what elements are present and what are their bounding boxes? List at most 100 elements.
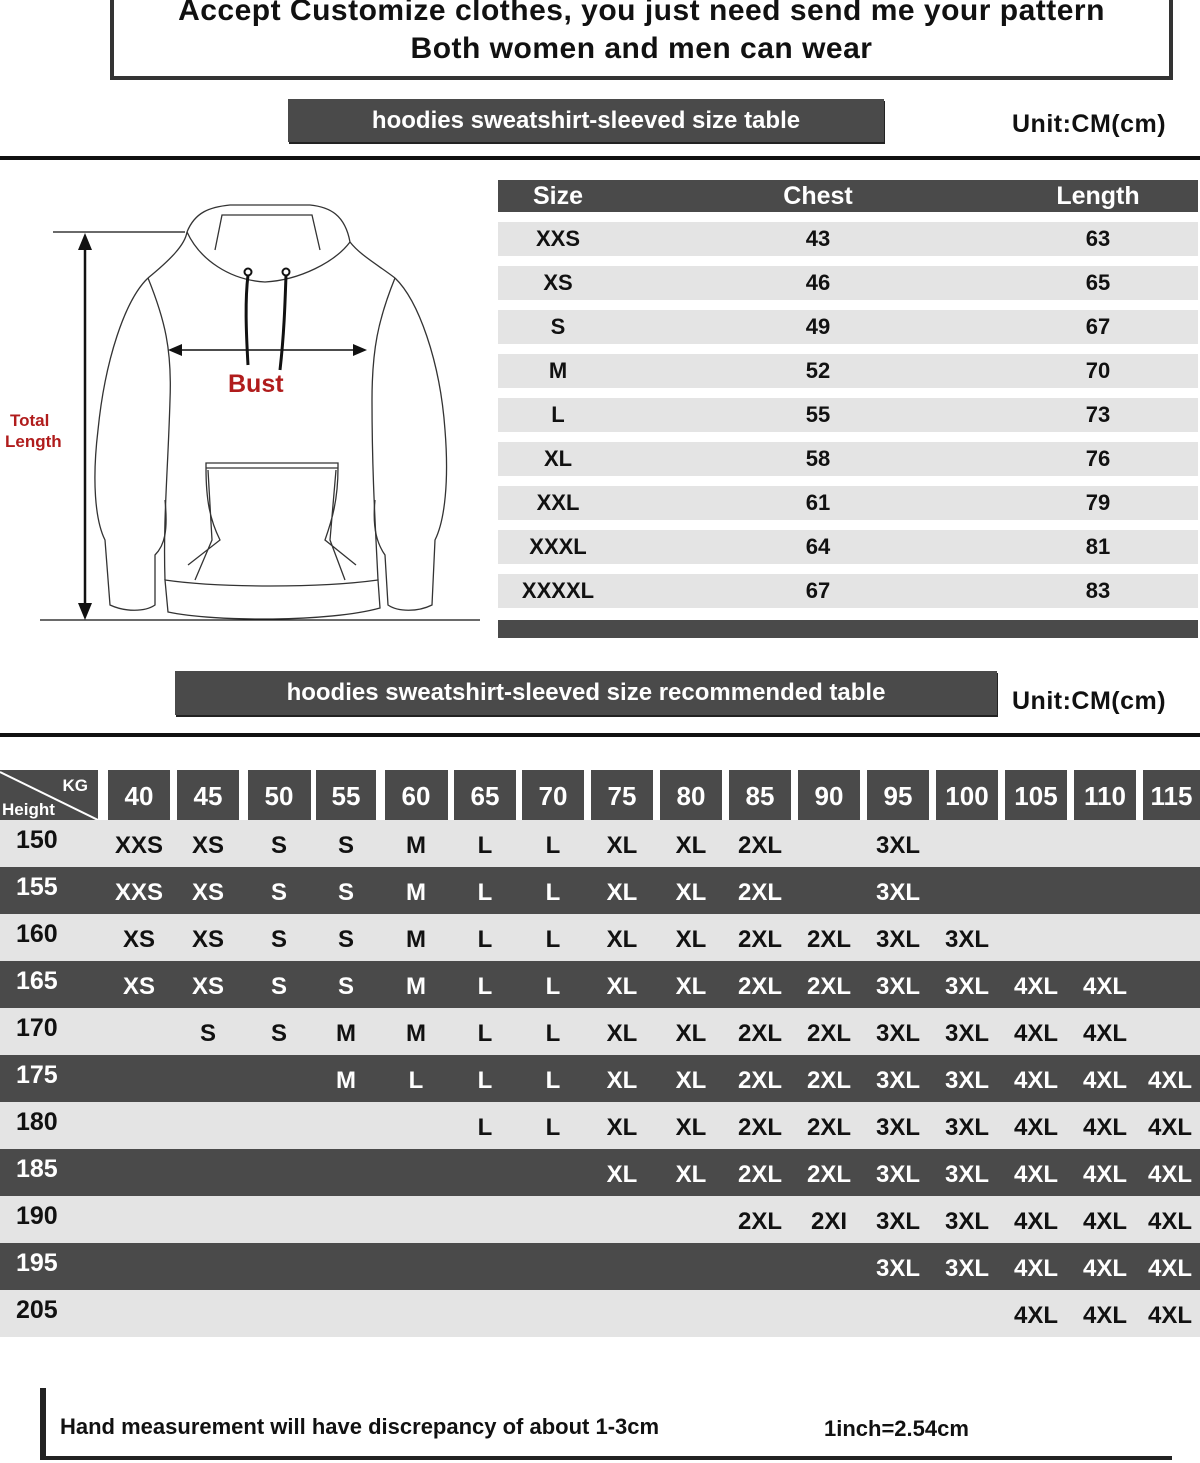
size-cell: S xyxy=(550,314,566,339)
size-cell: 2XL xyxy=(737,879,782,906)
length-cell: 73 xyxy=(1085,402,1111,427)
size-cell: L xyxy=(545,973,561,1000)
size-cell: 2XL xyxy=(737,832,782,859)
size-cell: 2XL xyxy=(806,1114,851,1141)
size-cell: 2XL xyxy=(737,926,782,953)
length-cell: 70 xyxy=(1085,358,1111,383)
chest-cell: 52 xyxy=(805,358,831,383)
size-cell: XXL xyxy=(536,490,580,515)
size-cell: 3XL xyxy=(875,1255,920,1282)
weight-header: 75 xyxy=(591,770,653,820)
size-cell: L xyxy=(551,402,565,427)
table-row: 165 XS XS S S M L L XL XL 2XL 2XL 3XL 3XL 4XL 4XL xyxy=(0,961,1200,1008)
hood-outline xyxy=(186,204,351,243)
size-cell: 4XL xyxy=(1082,1255,1127,1282)
size-cell: XXXXL xyxy=(521,578,595,603)
weight-header: 95 xyxy=(867,770,929,820)
size-cell: XS xyxy=(191,832,224,859)
chest-cell: 43 xyxy=(805,226,831,251)
table-row: 150 XXS XS S S M L L XL XL 2XL 3XL xyxy=(0,820,1200,867)
divider xyxy=(0,156,1200,160)
chest-cell: 49 xyxy=(805,314,831,339)
size-cell: 2XL xyxy=(737,1208,782,1235)
size-cell: M xyxy=(406,879,426,906)
weight-header: 85 xyxy=(729,770,791,820)
height-cell: 205 xyxy=(16,1296,58,1324)
size-cell: 4XL xyxy=(1147,1114,1192,1141)
size-cell: XL xyxy=(606,1114,638,1141)
weight-header: 80 xyxy=(660,770,722,820)
weight-header: 70 xyxy=(522,770,584,820)
table-row: XL 58 76 xyxy=(498,442,1198,476)
size-cell: 4XL xyxy=(1082,1114,1127,1141)
size-cell: 3XL xyxy=(944,1114,989,1141)
size-cell: XL xyxy=(606,832,638,859)
size-cell: 4XL xyxy=(1082,1020,1127,1047)
size-cell: 4XL xyxy=(1013,1067,1058,1094)
size-cell: 2XI xyxy=(810,1208,848,1235)
chest-cell: 64 xyxy=(805,534,831,559)
col-size: Size xyxy=(532,181,584,210)
table-row: 160 XS XS S S M L L XL XL 2XL 2XL 3XL 3XL xyxy=(0,914,1200,961)
weight-header: 115 xyxy=(1143,770,1200,820)
size-cell: XL xyxy=(543,446,573,471)
size-cell: XS xyxy=(191,926,224,953)
size-cell: XL xyxy=(675,832,707,859)
height-cell: 165 xyxy=(16,967,58,995)
col-length: Length xyxy=(1056,181,1140,210)
size-cell: 2XL xyxy=(737,1067,782,1094)
table-row: L 55 73 xyxy=(498,398,1198,432)
size-cell: XS xyxy=(191,973,224,1000)
size-cell: XL xyxy=(675,879,707,906)
length-cell: 67 xyxy=(1085,314,1111,339)
size-cell: 4XL xyxy=(1013,1302,1058,1329)
arrow-left-icon xyxy=(168,344,182,356)
table-row: 190 2XL 2XI 3XL 3XL 4XL 4XL 4XL xyxy=(0,1196,1200,1243)
size-cell: L xyxy=(477,832,493,859)
weight-header: 100 xyxy=(936,770,998,820)
size-table-title: hoodies sweatshirt-sleeved size table xyxy=(288,99,884,142)
size-cell: M xyxy=(336,1020,356,1047)
weight-header: 45 xyxy=(177,770,239,820)
size-cell: L xyxy=(545,1067,561,1094)
size-cell: M xyxy=(336,1067,356,1094)
size-cell: L xyxy=(477,1020,493,1047)
chest-cell: 67 xyxy=(805,578,831,603)
size-cell: 2XL xyxy=(737,1161,782,1188)
size-cell: 4XL xyxy=(1013,973,1058,1000)
size-cell: S xyxy=(270,1020,287,1047)
size-cell: 3XL xyxy=(875,926,920,953)
table-row: XXXXL 67 83 xyxy=(498,574,1198,608)
size-cell: L xyxy=(545,1020,561,1047)
size-cell: XL xyxy=(675,1161,707,1188)
table-row: 185 XL XL 2XL 2XL 3XL 3XL 4XL 4XL 4XL xyxy=(0,1149,1200,1196)
weight-header: 50 xyxy=(247,770,311,820)
size-cell: 3XL xyxy=(944,1067,989,1094)
header-box: Accept Customize clothes, you just need … xyxy=(110,0,1173,80)
header-line-1: Accept Customize clothes, you just need … xyxy=(178,0,1105,27)
height-cell: 190 xyxy=(16,1202,58,1230)
footer-box: Hand measurement will have discrepancy o… xyxy=(40,1388,1172,1460)
size-cell: XXXL xyxy=(529,534,587,559)
size-cell: L xyxy=(545,879,561,906)
size-cell: S xyxy=(337,832,354,859)
size-cell: 2XL xyxy=(737,973,782,1000)
weight-header: 65 xyxy=(454,770,516,820)
size-cell: XXS xyxy=(114,832,164,859)
size-cell: L xyxy=(408,1067,424,1094)
size-cell: 3XL xyxy=(875,879,920,906)
arrow-up-icon xyxy=(78,233,92,250)
size-table-unit: Unit:CM(cm) xyxy=(1012,110,1167,138)
table-row: S 49 67 xyxy=(498,310,1198,344)
size-cell: L xyxy=(477,879,493,906)
size-cell: XL xyxy=(606,1020,638,1047)
recommend-table-unit: Unit:CM(cm) xyxy=(1012,687,1167,715)
footer-conversion: 1inch=2.54cm xyxy=(824,1416,969,1441)
size-cell: 4XL xyxy=(1147,1067,1192,1094)
size-cell: 3XL xyxy=(944,1208,989,1235)
size-cell: XL xyxy=(675,926,707,953)
height-cell: 170 xyxy=(16,1014,58,1042)
size-cell: 2XL xyxy=(806,1067,851,1094)
size-cell: 3XL xyxy=(944,1020,989,1047)
length-label: Length xyxy=(5,432,62,451)
